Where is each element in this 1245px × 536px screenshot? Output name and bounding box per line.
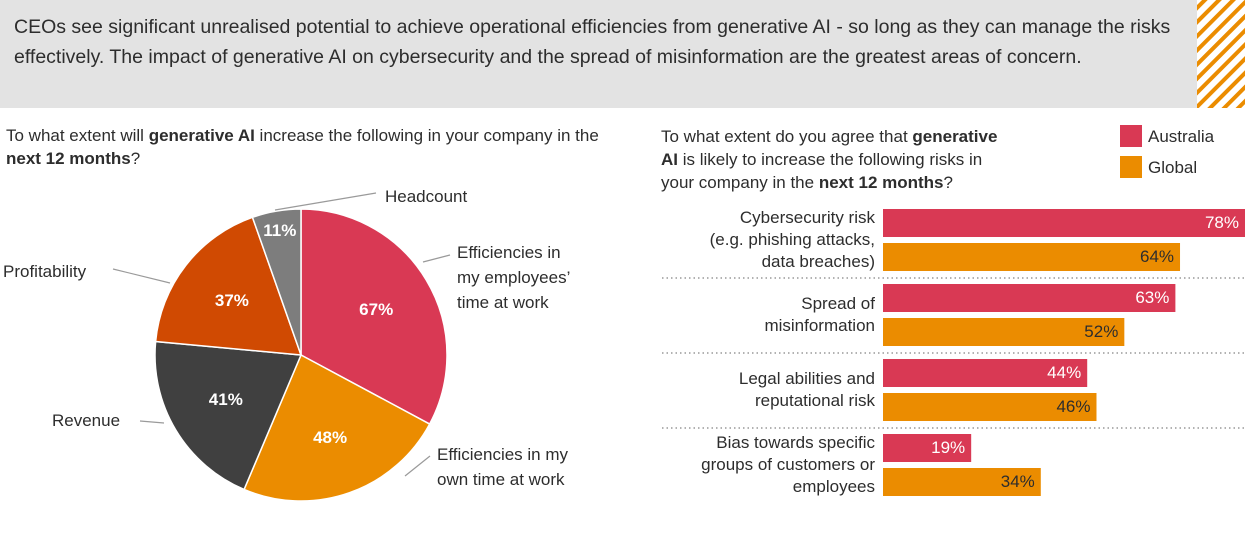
bar-value-label: 52%	[1084, 322, 1119, 341]
bar-value-label: 44%	[1047, 363, 1082, 382]
pie-question: To what extent will generative AI increa…	[6, 124, 606, 170]
pie-slice	[154, 216, 303, 356]
slice-value-label: 48%	[313, 427, 348, 447]
category-label: Cybersecurity risk (e.g. phishing attack…	[709, 208, 875, 271]
pie-slice	[243, 353, 431, 502]
pie-slice	[300, 208, 448, 426]
question-run: generative AI	[148, 126, 255, 145]
header-box: CEOs see significant unrealised potentia…	[0, 0, 1197, 108]
question-run: To what extent will	[6, 126, 149, 145]
question-run: ?	[943, 173, 953, 192]
bar	[883, 284, 1176, 312]
slice-category-label: Profitability	[3, 262, 87, 281]
legend-label: Australia	[1148, 127, 1215, 146]
bar-value-label: 78%	[1204, 213, 1239, 232]
bar-value-label: 64%	[1139, 247, 1175, 266]
leader-line	[422, 254, 451, 263]
question-run: next 12 months	[818, 173, 944, 192]
bar-value-label: 34%	[1000, 472, 1035, 491]
hatch-decoration	[1197, 0, 1245, 108]
leader-line	[404, 455, 431, 477]
slice-category-label: Headcount	[385, 187, 468, 206]
question-run: generative AI	[661, 127, 998, 169]
bar	[883, 468, 1041, 496]
slice-value-label: 37%	[214, 291, 249, 311]
question-run: To what extent do you agree that	[661, 127, 913, 146]
bar-value-label: 63%	[1135, 288, 1170, 307]
pie-slice	[251, 208, 302, 356]
header-text: CEOs see significant unrealised potentia…	[14, 16, 1171, 68]
question-run: ?	[130, 149, 141, 168]
slice-category-label: Revenue	[52, 411, 121, 430]
slice-value-label: 67%	[359, 300, 394, 320]
slice-value-label: 11%	[263, 221, 297, 241]
legend-swatch	[1120, 156, 1142, 178]
bar	[883, 318, 1125, 346]
bar-value-label: 46%	[1056, 397, 1091, 416]
leader-line	[112, 268, 171, 284]
legend-swatch	[1120, 125, 1142, 147]
bar	[883, 243, 1181, 271]
category-label: Spread of misinformation	[764, 294, 875, 335]
leader-line	[139, 420, 165, 424]
bar	[883, 209, 1245, 237]
question-run: increase the following in your company i…	[254, 126, 599, 145]
category-label: Bias towards specific groups of customer…	[701, 433, 875, 496]
bar	[883, 434, 972, 462]
bar-question: To what extent do you agree that generat…	[661, 125, 1101, 194]
pie-slice	[154, 340, 303, 491]
category-label: Legal abilities and reputational risk	[738, 369, 875, 410]
slice-category-label: Efficiencies in my own time at work	[437, 445, 569, 489]
slice-value-label: 41%	[208, 389, 243, 409]
slice-category-label: Efficiencies in my employees’ time at wo…	[457, 243, 571, 312]
bar	[883, 359, 1088, 387]
bar-value-label: 19%	[931, 438, 966, 457]
bar	[883, 393, 1097, 421]
leader-line	[274, 192, 377, 211]
legend-label: Global	[1148, 158, 1198, 177]
question-run: is likely to increase the following risk…	[661, 150, 983, 192]
question-run: next 12 months	[6, 149, 131, 168]
